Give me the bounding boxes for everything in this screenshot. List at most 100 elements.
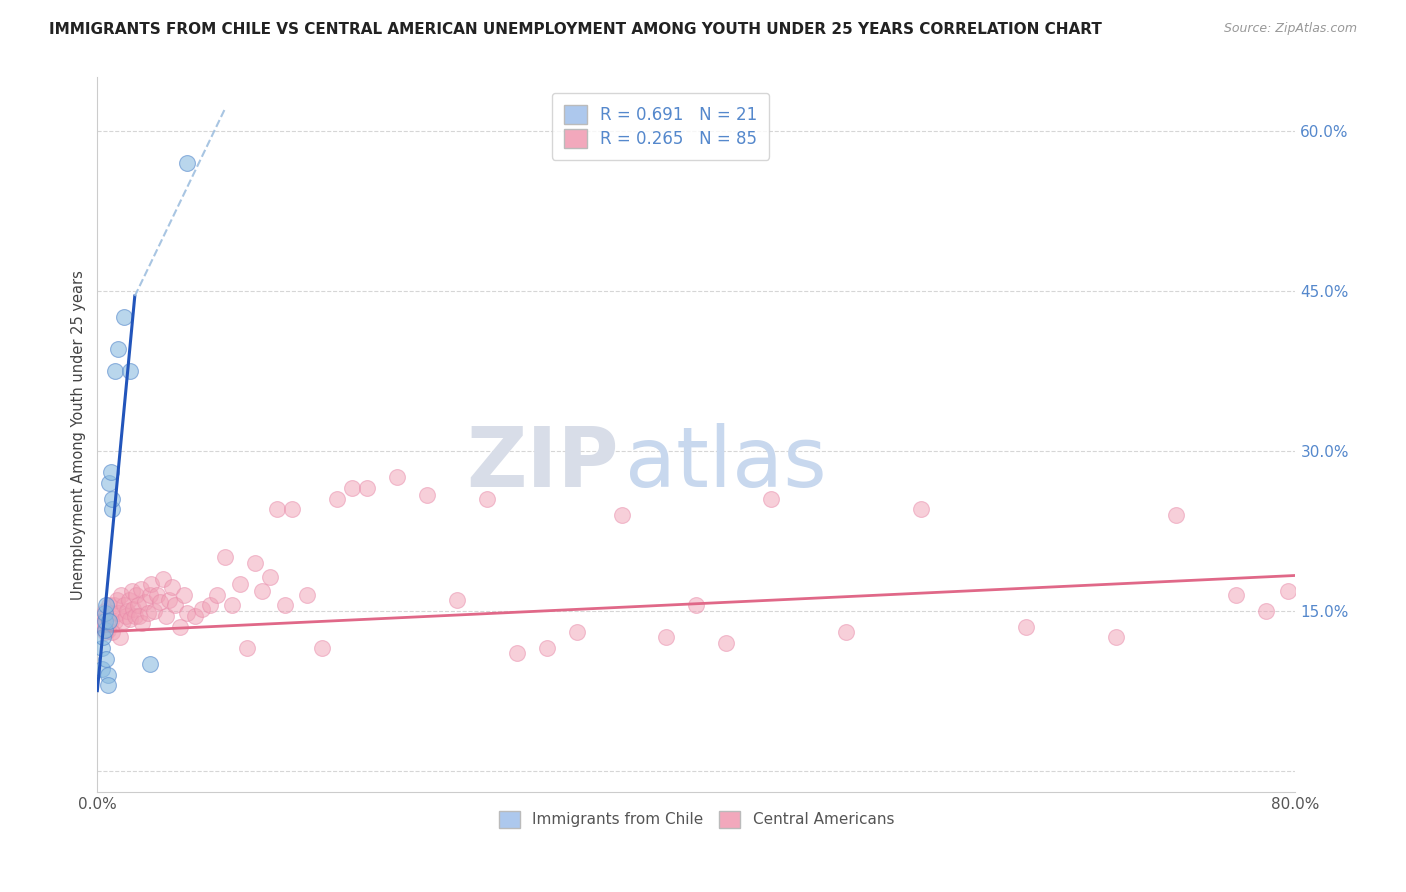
Point: [165, 599, 187, 613]
Text: Source: ZipAtlas.com: Source: ZipAtlas.com: [1223, 22, 1357, 36]
Point: [143, 604, 166, 618]
Point: [100, 615, 122, 629]
Point: [311, 640, 333, 655]
Point: [1164, 508, 1187, 522]
Point: [1225, 588, 1247, 602]
Point: [97, 667, 120, 681]
Point: [112, 310, 135, 325]
Point: [100, 465, 122, 479]
Point: [205, 588, 228, 602]
Point: [124, 609, 146, 624]
Point: [281, 502, 304, 516]
Point: [94, 606, 117, 620]
Point: [110, 588, 132, 602]
Point: [89, 620, 111, 634]
Point: [134, 595, 156, 609]
Point: [104, 615, 127, 629]
Point: [112, 599, 135, 613]
Point: [101, 606, 124, 620]
Point: [90, 640, 112, 655]
Point: [90, 662, 112, 676]
Point: [105, 593, 128, 607]
Point: [475, 491, 498, 506]
Point: [1015, 620, 1038, 634]
Point: [157, 593, 180, 607]
Point: [1277, 584, 1299, 599]
Point: [139, 588, 162, 602]
Point: [111, 615, 134, 629]
Point: [101, 502, 124, 516]
Point: [101, 625, 124, 640]
Point: [94, 625, 117, 640]
Point: [107, 606, 129, 620]
Point: [97, 623, 120, 637]
Point: [835, 625, 858, 640]
Point: [94, 615, 117, 629]
Point: [96, 599, 118, 613]
Point: [98, 599, 121, 613]
Point: [101, 491, 124, 506]
Point: [141, 577, 163, 591]
Point: [250, 584, 273, 599]
Point: [446, 593, 468, 607]
Text: atlas: atlas: [624, 423, 827, 504]
Point: [94, 604, 117, 618]
Point: [273, 599, 295, 613]
Point: [96, 651, 118, 665]
Point: [183, 609, 205, 624]
Point: [536, 640, 558, 655]
Point: [120, 364, 142, 378]
Point: [716, 635, 738, 649]
Point: [121, 584, 143, 599]
Point: [127, 599, 149, 613]
Point: [259, 569, 281, 583]
Point: [176, 606, 198, 620]
Point: [191, 601, 214, 615]
Point: [910, 502, 932, 516]
Point: [131, 616, 153, 631]
Point: [114, 609, 136, 624]
Point: [228, 577, 250, 591]
Point: [97, 678, 120, 692]
Point: [173, 588, 195, 602]
Point: [136, 606, 159, 620]
Point: [505, 646, 527, 660]
Text: ZIP: ZIP: [465, 423, 619, 504]
Point: [761, 491, 783, 506]
Point: [610, 508, 633, 522]
Point: [295, 588, 318, 602]
Point: [108, 630, 131, 644]
Point: [149, 595, 172, 609]
Point: [326, 491, 349, 506]
Point: [129, 582, 152, 597]
Point: [94, 623, 117, 637]
Point: [155, 609, 177, 624]
Point: [221, 599, 243, 613]
Point: [146, 588, 169, 602]
Text: IMMIGRANTS FROM CHILE VS CENTRAL AMERICAN UNEMPLOYMENT AMONG YOUTH UNDER 25 YEAR: IMMIGRANTS FROM CHILE VS CENTRAL AMERICA…: [49, 22, 1102, 37]
Point: [125, 588, 148, 602]
Point: [139, 657, 162, 671]
Point: [169, 620, 191, 634]
Point: [160, 580, 183, 594]
Point: [96, 609, 118, 624]
Point: [198, 599, 221, 613]
Legend: Immigrants from Chile, Central Americans: Immigrants from Chile, Central Americans: [492, 805, 900, 834]
Point: [1254, 604, 1277, 618]
Point: [266, 502, 288, 516]
Point: [93, 630, 115, 644]
Point: [416, 488, 439, 502]
Point: [98, 475, 121, 490]
Point: [152, 572, 174, 586]
Point: [120, 612, 142, 626]
Point: [243, 556, 266, 570]
Point: [122, 601, 145, 615]
Point: [128, 609, 150, 624]
Point: [90, 615, 112, 629]
Point: [118, 593, 141, 607]
Point: [107, 343, 129, 357]
Point: [356, 481, 378, 495]
Point: [236, 640, 259, 655]
Point: [385, 470, 408, 484]
Point: [117, 604, 139, 618]
